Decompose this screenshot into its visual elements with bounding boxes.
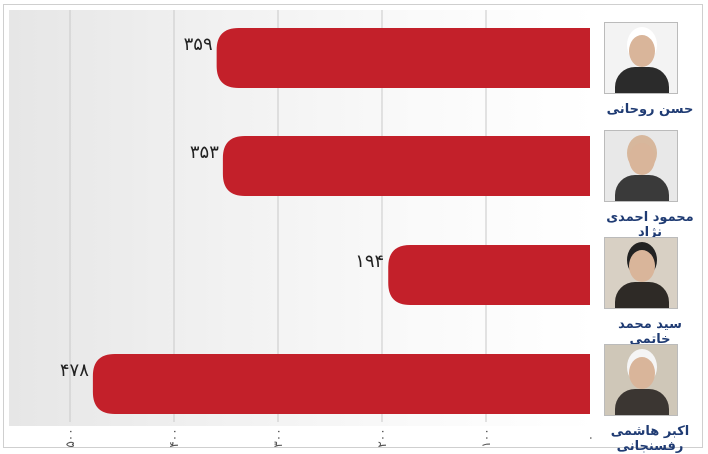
portrait-photo [604,22,678,94]
bar [222,136,590,196]
value-label: ۳۵۳ [190,142,219,163]
portrait-photo [604,130,678,202]
x-tick-label: ۵۰۰ [63,428,77,447]
value-label: ۱۹۴ [355,251,384,272]
x-tick-label: ۰ [583,435,597,441]
candidate-name: محمود احمدی نژاد [606,210,694,240]
bar-layer [92,28,590,414]
x-tick-label: ۲۰۰ [375,428,389,447]
portrait-photo [604,237,678,309]
candidate-name: حسن روحانی [606,102,694,117]
value-label: ۳۵۹ [184,34,213,55]
x-tick-label: ۳۰۰ [271,428,285,447]
candidate-name: اکبر هاشمی رفسنجانی [610,424,690,454]
bar [216,28,590,88]
tick-layer: ۰ ۱۰۰ ۲۰۰ ۳۰۰ ۴۰۰ ۵۰۰ [63,428,597,447]
x-tick-label: ۴۰۰ [167,428,181,447]
label-layer: ۳۵۹ ۳۵۳ ۱۹۴ ۴۷۸ [60,34,384,381]
bar [388,245,590,305]
portrait-photo [604,344,678,416]
bar [92,354,590,414]
value-label: ۴۷۸ [60,360,89,381]
candidate-name: سید محمد خاتمی [618,317,682,347]
x-tick-label: ۱۰۰ [479,428,493,447]
